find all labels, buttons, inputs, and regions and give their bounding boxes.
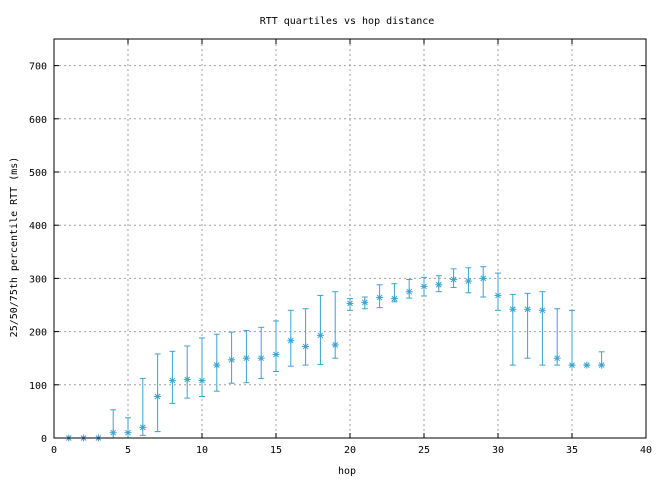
marker-stroke [539, 307, 546, 314]
data-point [213, 333, 221, 392]
data-point [405, 278, 413, 299]
marker-stroke [228, 356, 235, 363]
data-point [198, 337, 206, 398]
marker-stroke [139, 424, 146, 431]
y-tick-label: 200 [29, 328, 47, 339]
y-axis-label: 25/50/75th percentile RTT (ms) [9, 157, 20, 338]
x-tick-label: 0 [51, 445, 57, 456]
y-tick-label: 500 [29, 168, 47, 179]
data-point [287, 309, 295, 367]
y-tick-label: 100 [29, 381, 47, 392]
y-tick-label: 400 [29, 221, 47, 232]
x-tick-label: 40 [640, 445, 652, 456]
data-point [494, 272, 502, 311]
data-point [154, 353, 162, 433]
data-point [464, 267, 472, 294]
marker-stroke [110, 429, 117, 436]
marker-stroke [598, 362, 605, 368]
marker-stroke [199, 377, 205, 384]
data-point [553, 308, 561, 366]
marker-stroke [583, 362, 590, 368]
data-point [420, 276, 428, 297]
x-tick-label: 35 [566, 445, 578, 456]
data-point [435, 275, 443, 293]
y-tick-label: 700 [29, 62, 47, 73]
data-point [124, 417, 132, 439]
marker-stroke [361, 299, 368, 306]
x-tick-label: 15 [270, 445, 282, 456]
data-point [242, 330, 250, 384]
data-point [376, 284, 384, 309]
marker-stroke [450, 276, 457, 283]
data-point [168, 350, 176, 404]
y-tick-label: 0 [41, 434, 47, 445]
marker-stroke [509, 306, 516, 313]
data-point [538, 291, 546, 366]
marker-stroke [480, 275, 487, 282]
data-point [524, 292, 532, 359]
data-point [139, 377, 147, 436]
data-point [272, 320, 280, 372]
marker-stroke [495, 292, 501, 299]
marker-stroke [376, 294, 383, 301]
data-point [479, 266, 487, 298]
data-point [390, 283, 398, 303]
marker-stroke [554, 355, 561, 362]
marker-stroke [421, 283, 427, 290]
marker-stroke [213, 362, 220, 368]
data-point [598, 351, 606, 369]
marker-stroke [524, 306, 531, 313]
x-tick-label: 25 [418, 445, 430, 456]
marker-stroke [154, 393, 161, 400]
marker-stroke [169, 377, 176, 384]
data-point [331, 291, 339, 359]
data-point [109, 409, 117, 439]
x-tick-label: 10 [196, 445, 208, 456]
y-tick-label: 300 [29, 274, 47, 285]
marker-stroke [243, 355, 250, 362]
marker-stroke [317, 332, 324, 339]
data-point [228, 331, 236, 384]
x-tick-label: 20 [344, 445, 356, 456]
data-point [361, 296, 369, 310]
marker-stroke [258, 355, 265, 362]
x-axis-label: hop [338, 466, 356, 477]
data-point [568, 309, 576, 369]
grid-lines [54, 39, 646, 438]
marker-stroke [465, 278, 472, 284]
x-tick-label: 30 [492, 445, 504, 456]
marker-stroke [435, 281, 442, 288]
marker-stroke [347, 300, 353, 307]
marker-stroke [569, 362, 575, 368]
plot-frame [53, 38, 647, 439]
data-point [583, 361, 591, 369]
marker-stroke [287, 337, 294, 344]
data-point [257, 326, 265, 379]
data-point [346, 298, 354, 311]
data-point [509, 293, 517, 366]
marker-stroke [273, 351, 279, 358]
chart-title: RTT quartiles vs hop distance [260, 16, 435, 27]
data-point [302, 308, 310, 366]
data-point [183, 345, 191, 399]
y-tick-label: 600 [29, 115, 47, 126]
x-tick-label: 5 [125, 445, 131, 456]
marker-stroke [184, 376, 191, 383]
marker-stroke [125, 429, 131, 436]
marker-stroke [406, 288, 413, 295]
marker-stroke [332, 342, 339, 348]
data-point [316, 294, 324, 366]
marker-stroke [302, 343, 309, 350]
marker-stroke [391, 295, 398, 302]
data-series [65, 266, 606, 442]
data-point [450, 268, 458, 288]
